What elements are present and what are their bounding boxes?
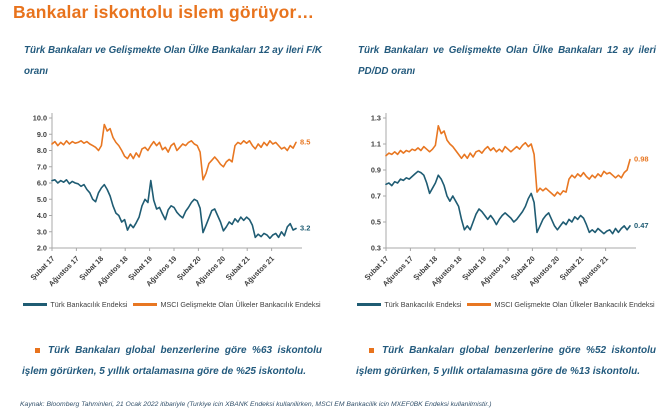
svg-text:3.2: 3.2 xyxy=(300,224,310,233)
bullet-text-pddd: Türk Bankaları global benzerlerine göre … xyxy=(356,345,656,377)
svg-text:2.0: 2.0 xyxy=(37,244,47,253)
legend-fk: Türk Bankacılık Endeksi MSCI Gelişmekte … xyxy=(22,300,322,309)
legend-item-turk: Türk Bankacılık Endeksi xyxy=(23,300,127,309)
svg-text:0.7: 0.7 xyxy=(371,192,381,201)
legend-label-turk: Türk Bankacılık Endeksi xyxy=(384,300,462,310)
svg-text:6.0: 6.0 xyxy=(37,179,47,188)
chart-subtitle-fk: Türk Bankaları ve Gelişmekte Olan Ülke B… xyxy=(24,45,322,78)
svg-text:0.98: 0.98 xyxy=(634,155,649,164)
bullet-fk: Türk Bankaları global benzerlerine göre … xyxy=(22,341,322,382)
svg-text:8.5: 8.5 xyxy=(300,138,310,147)
turk-line-swatch xyxy=(357,303,382,306)
svg-text:0.3: 0.3 xyxy=(371,244,381,253)
svg-text:0.5: 0.5 xyxy=(371,218,381,227)
svg-text:5.0: 5.0 xyxy=(37,195,47,204)
bullet-square-icon xyxy=(35,347,40,353)
legend-label-msci: MSCI Gelişmekte Olan Ülkeler Bankacılık … xyxy=(494,300,655,310)
svg-text:7.0: 7.0 xyxy=(37,162,47,171)
panel-fk: Türk Bankaları ve Gelişmekte Olan Ülke B… xyxy=(22,38,322,382)
svg-text:10.0: 10.0 xyxy=(33,114,47,123)
svg-text:0.47: 0.47 xyxy=(634,221,649,230)
bullet-pddd: Türk Bankaları global benzerlerine göre … xyxy=(356,341,656,382)
legend-label-turk: Türk Bankacılık Endeksi xyxy=(50,300,128,310)
legend-item-msci: MSCI Gelişmekte Olan Ülkeler Bankacılık … xyxy=(133,300,321,310)
page-title: Bankalar iskontolu islem görüyor… xyxy=(13,2,315,22)
svg-text:4.0: 4.0 xyxy=(37,211,47,220)
svg-text:3.0: 3.0 xyxy=(37,227,47,236)
footnote: Kaynak: Bloomberg Tahminleri, 21 Ocak 20… xyxy=(20,401,492,408)
msci-line-swatch xyxy=(133,303,158,306)
turk-line-swatch xyxy=(23,303,48,306)
bullet-text-fk: Türk Bankaları global benzerlerine göre … xyxy=(22,345,322,377)
legend-item-msci: MSCI Gelişmekte Olan Ülkeler Bankacılık … xyxy=(467,300,655,310)
svg-text:0.9: 0.9 xyxy=(371,166,381,175)
svg-text:1.3: 1.3 xyxy=(371,114,381,123)
chart-subtitle-pddd: Türk Bankaları ve Gelişmekte Olan Ülke B… xyxy=(358,45,656,78)
bullet-square-icon xyxy=(369,347,374,353)
legend-pddd: Türk Bankacılık Endeksi MSCI Gelişmekte … xyxy=(356,300,656,309)
svg-text:8.0: 8.0 xyxy=(37,146,47,155)
legend-item-turk: Türk Bankacılık Endeksi xyxy=(357,300,461,309)
svg-text:1.1: 1.1 xyxy=(371,140,381,149)
svg-text:9.0: 9.0 xyxy=(37,130,47,139)
panel-pddd: Türk Bankaları ve Gelişmekte Olan Ülke B… xyxy=(356,38,656,382)
msci-line-swatch xyxy=(467,303,492,306)
legend-label-msci: MSCI Gelişmekte Olan Ülkeler Bankacılık … xyxy=(160,300,321,310)
content-columns: Türk Bankaları ve Gelişmekte Olan Ülke B… xyxy=(22,38,656,382)
